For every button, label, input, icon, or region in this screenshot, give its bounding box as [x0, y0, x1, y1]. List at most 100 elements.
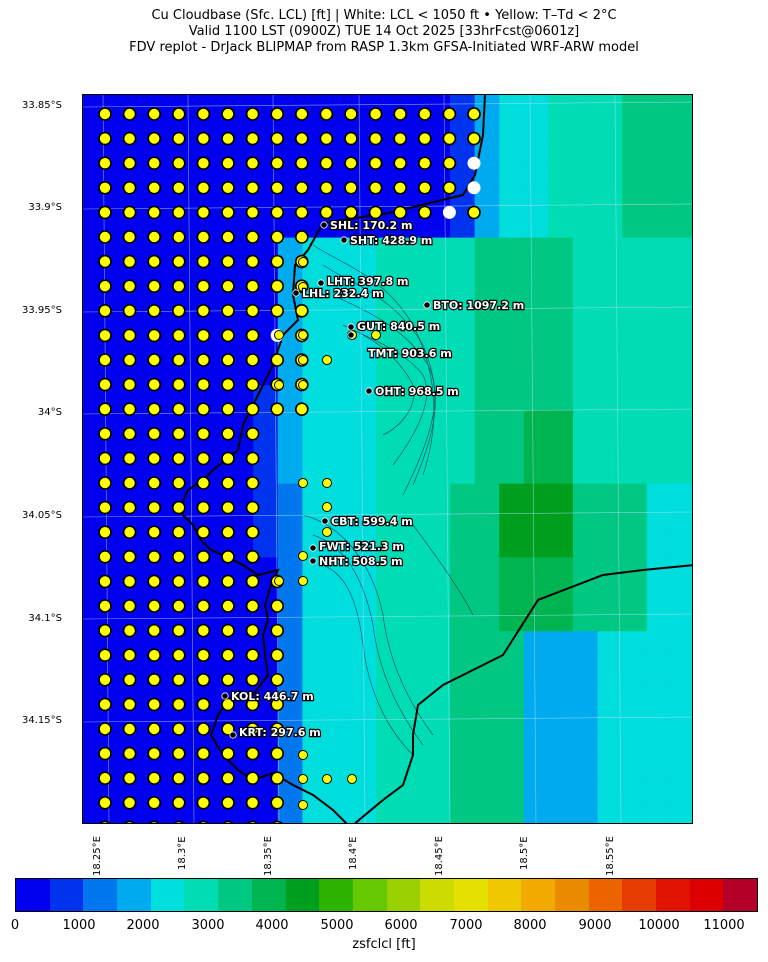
map-cell [597, 582, 623, 608]
yellow-marker [196, 279, 211, 293]
map-cell [425, 680, 451, 706]
contour-line [302, 514, 434, 736]
colorbar-swatch [49, 879, 84, 911]
map-cell [548, 385, 574, 411]
yellow-marker [221, 771, 235, 786]
map-cell [450, 360, 476, 386]
yellow-marker [147, 476, 161, 490]
map-cell [376, 237, 402, 263]
yellow-marker [124, 820, 135, 823]
map-cell [646, 655, 672, 681]
yellow-marker [245, 648, 260, 663]
map-cell [154, 803, 180, 823]
map-cell [83, 385, 107, 411]
map-cell [327, 803, 353, 823]
map-cell [573, 655, 599, 681]
yellow-marker [319, 181, 334, 195]
map-cell [671, 803, 692, 823]
map-cell [376, 286, 402, 312]
map-cell [302, 655, 328, 681]
site-label: SHL: 170.2 m [330, 219, 412, 232]
yellow-marker [196, 722, 211, 736]
map-cell [400, 754, 426, 780]
map-cell [548, 459, 574, 485]
map-cell [450, 262, 476, 288]
colorbar-swatch [352, 879, 387, 911]
lon-tick: 18.25°E [92, 836, 103, 876]
yellow-marker [196, 525, 211, 540]
map-title-line-3: FDV replot - DrJack BLIPMAP from RASP 1.… [129, 40, 639, 55]
site-marker [229, 731, 237, 739]
map-cell [376, 778, 402, 804]
site-label: NHT: 508.5 m [319, 555, 403, 568]
map-cell [425, 286, 451, 312]
yellow-marker [322, 774, 332, 784]
map-cell [573, 754, 599, 780]
map-cell [523, 680, 549, 706]
site-label: TMT: 903.6 m [368, 347, 452, 360]
map-cell [400, 631, 426, 657]
yellow-marker [272, 820, 283, 823]
yellow-marker [245, 156, 260, 170]
map-cell [425, 705, 451, 731]
yellow-marker [147, 402, 161, 417]
contour-line [412, 524, 474, 616]
map-cell [573, 262, 599, 288]
map-cell [622, 729, 648, 755]
contour-line [342, 324, 428, 466]
site-marker [347, 323, 355, 331]
yellow-marker [344, 131, 358, 146]
map-cell [400, 262, 426, 288]
yellow-marker [222, 820, 234, 823]
map-cell [523, 532, 549, 558]
site-marker [221, 692, 229, 700]
map-cell [83, 434, 107, 460]
colorbar-label: zsfclcl [ft] [352, 937, 416, 952]
map-cell [351, 606, 377, 632]
map-cell [548, 557, 574, 583]
yellow-marker [298, 551, 308, 561]
map-cell [277, 434, 303, 460]
map-cell [179, 803, 205, 823]
colorbar-swatch [555, 879, 589, 911]
yellow-marker [221, 205, 235, 220]
yellow-marker [270, 279, 284, 293]
map-cell [474, 385, 500, 411]
map-cell [376, 606, 402, 632]
map-cell [646, 385, 672, 411]
yellow-marker [149, 820, 160, 823]
map-cell [573, 680, 599, 706]
yellow-marker [221, 549, 235, 564]
yellow-marker [221, 672, 235, 687]
yellow-marker [221, 525, 235, 540]
yellow-marker [245, 279, 260, 293]
yellow-marker [122, 107, 137, 121]
lat-tick: 34.1°S [28, 613, 62, 624]
map-cell [327, 631, 353, 657]
site-marker [309, 544, 317, 552]
map-cell [646, 188, 672, 214]
map-cell [130, 803, 156, 823]
colorbar-tick: 8000 [513, 918, 547, 933]
yellow-marker [245, 574, 260, 589]
map-cell [450, 237, 476, 263]
colorbar-tick: 4000 [255, 918, 289, 933]
contour-line [322, 564, 414, 756]
map-cell [400, 409, 426, 435]
yellow-marker [98, 451, 112, 466]
map-cell [327, 360, 353, 386]
map-cell [622, 754, 648, 780]
map-cell [450, 582, 476, 608]
yellow-marker [122, 402, 137, 417]
map-cell [450, 311, 476, 337]
map-cell [499, 459, 525, 485]
yellow-marker [295, 181, 309, 195]
map-cell [622, 163, 648, 189]
yellow-marker [172, 525, 186, 540]
yellow-marker [245, 795, 260, 810]
map-cell [646, 336, 672, 362]
yellow-marker [122, 205, 137, 220]
map-cell [376, 483, 402, 509]
map-cell [400, 459, 426, 485]
map-cell [327, 409, 353, 435]
